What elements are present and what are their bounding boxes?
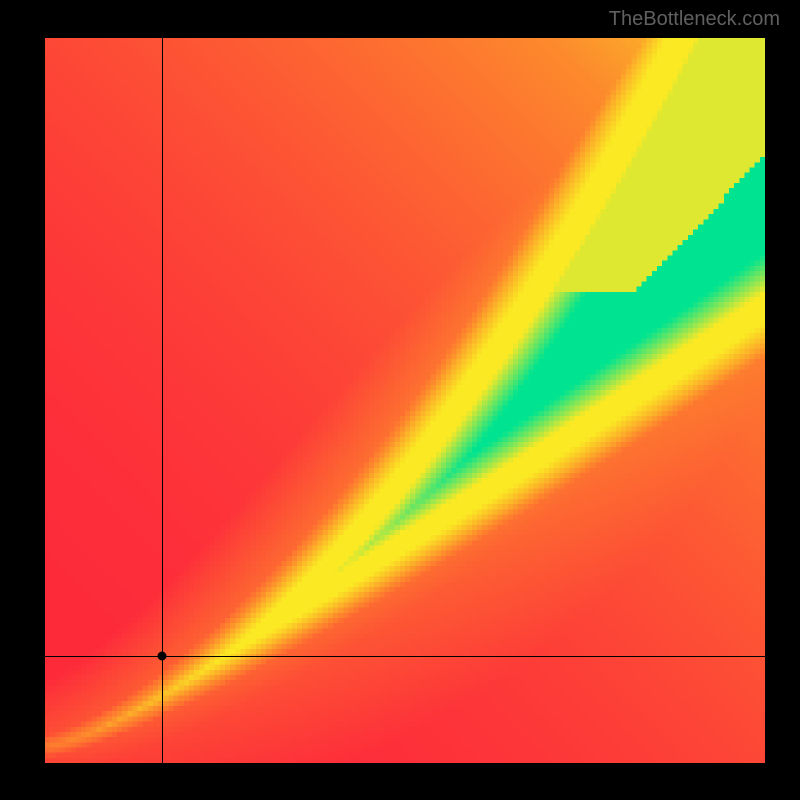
- heatmap-canvas: [45, 38, 765, 763]
- heatmap-plot: [45, 38, 765, 763]
- crosshair-horizontal: [45, 656, 765, 657]
- crosshair-marker: [157, 651, 166, 660]
- watermark-text: TheBottleneck.com: [609, 8, 780, 31]
